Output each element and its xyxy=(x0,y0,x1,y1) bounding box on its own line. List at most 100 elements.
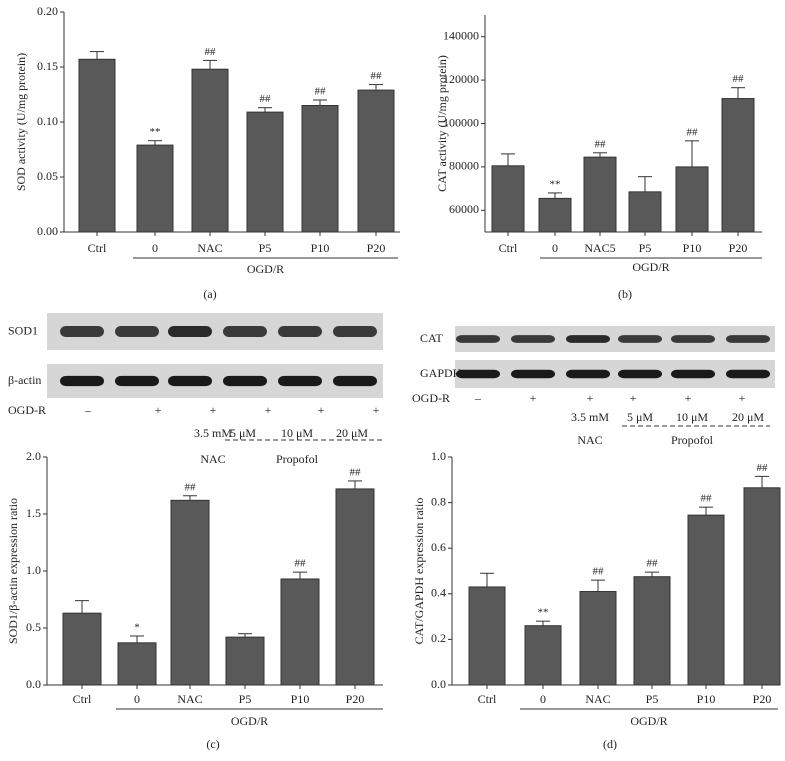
y-tick-label: 0.00 xyxy=(37,224,58,238)
y-tick-label: 100000 xyxy=(443,115,479,129)
bar xyxy=(579,591,617,686)
significance-mark: ** xyxy=(538,607,549,619)
x-tick-label: P10 xyxy=(291,692,310,706)
y-tick-label: 0.15 xyxy=(37,59,58,73)
y-tick-label: 0.05 xyxy=(37,169,58,183)
x-tick-label: 0 xyxy=(134,692,140,706)
x-tick-label: NAC xyxy=(177,692,202,706)
y-axis-label: SOD activity (U/mg protein) xyxy=(14,53,28,191)
y-tick-label: 120000 xyxy=(443,72,479,86)
bar xyxy=(687,514,725,686)
blot-band xyxy=(223,325,267,338)
blot-band xyxy=(278,375,322,387)
blot-band xyxy=(456,335,500,343)
x-tick-label: P5 xyxy=(239,692,252,706)
treatment-sign: + xyxy=(373,403,380,417)
y-tick-label: 0.6 xyxy=(431,540,446,554)
treatment-label: OGD-R xyxy=(412,391,450,405)
x-tick-label: Ctrl xyxy=(88,241,107,255)
x-tick-label: P5 xyxy=(259,241,272,255)
group-name: Propofol xyxy=(276,452,319,466)
significance-mark: ## xyxy=(205,46,217,58)
blot-band xyxy=(168,325,212,338)
y-tick-label: 0.0 xyxy=(26,677,41,691)
x-tick-label: P10 xyxy=(311,241,330,255)
treatment-sign: + xyxy=(318,403,325,417)
y-tick-label: 1.5 xyxy=(26,506,41,520)
y-axis-label: CAT/GAPDH expression ratio xyxy=(412,498,426,645)
y-tick-label: 140000 xyxy=(443,28,479,42)
bar xyxy=(743,487,781,686)
panel-label: (b) xyxy=(618,287,632,301)
treatment-sign: + xyxy=(210,403,217,417)
x-tick-label: P5 xyxy=(639,241,652,255)
y-tick-label: 0.20 xyxy=(37,4,58,18)
y-tick-label: 1.0 xyxy=(431,449,446,463)
x-tick-label: 0 xyxy=(552,241,558,255)
x-tick-label: NAC5 xyxy=(584,241,615,255)
treatment-sign: – xyxy=(84,403,92,417)
blot-band xyxy=(671,335,715,343)
blot-band xyxy=(511,369,555,379)
y-tick-label: 0.0 xyxy=(431,677,446,691)
y-tick-label: 0.5 xyxy=(26,620,41,634)
significance-mark: ## xyxy=(701,493,713,505)
panel-label: (a) xyxy=(203,287,216,301)
treatment-sign: + xyxy=(265,403,272,417)
bar xyxy=(675,166,709,233)
blot-band xyxy=(115,375,159,387)
x-tick-label: 0 xyxy=(152,241,158,255)
bar xyxy=(170,499,210,686)
bar xyxy=(491,165,525,233)
dose-label: 10 μM xyxy=(676,410,708,424)
y-axis-label: CAT activity (U/mg protein) xyxy=(435,55,449,192)
bar xyxy=(468,586,506,686)
blot-strip xyxy=(455,326,775,352)
group-label: OGD/R xyxy=(630,714,667,728)
y-tick-label: 0.10 xyxy=(37,114,58,128)
y-tick-label: 2.0 xyxy=(26,449,41,463)
y-tick-label: 0.8 xyxy=(431,494,446,508)
y-tick-label: 0.4 xyxy=(431,586,446,600)
y-tick-label: 60000 xyxy=(449,202,479,216)
bar xyxy=(191,68,229,233)
bar xyxy=(357,89,395,233)
group-name: NAC xyxy=(200,452,225,466)
dose-label: 10 μM xyxy=(281,426,313,440)
significance-mark: ## xyxy=(593,566,605,578)
panel-label: (d) xyxy=(603,737,617,751)
x-tick-label: P20 xyxy=(346,692,365,706)
bar xyxy=(524,625,562,686)
bar xyxy=(78,58,116,233)
x-tick-label: Ctrl xyxy=(73,692,92,706)
treatment-label: OGD-R xyxy=(8,403,46,417)
significance-mark: ## xyxy=(687,126,699,138)
significance-mark: ## xyxy=(647,558,659,570)
group-name: NAC xyxy=(577,433,602,447)
y-tick-label: 80000 xyxy=(449,159,479,173)
blot-band xyxy=(333,325,377,338)
y-tick-label: 1.0 xyxy=(26,563,41,577)
x-tick-label: P10 xyxy=(683,241,702,255)
bar xyxy=(225,636,265,686)
bar xyxy=(633,576,671,686)
significance-mark: ## xyxy=(315,86,327,98)
dose-label: 3.5 mM xyxy=(571,410,609,424)
bar xyxy=(136,144,174,233)
x-tick-label: NAC xyxy=(197,241,222,255)
bar xyxy=(538,197,572,233)
treatment-sign: – xyxy=(474,391,482,405)
significance-mark: ## xyxy=(371,70,383,82)
blot-band xyxy=(726,335,770,343)
blot-row-label: SOD1 xyxy=(8,323,38,337)
bar xyxy=(246,111,284,233)
significance-mark: ## xyxy=(595,138,607,150)
blot-band xyxy=(618,369,662,379)
bar xyxy=(280,578,320,686)
blot-band xyxy=(223,375,267,387)
bar xyxy=(335,488,375,686)
y-axis-label: SOD1/β-actin expression ratio xyxy=(6,498,20,644)
blot-band xyxy=(60,325,104,338)
blot-band xyxy=(60,375,104,387)
treatment-sign: + xyxy=(630,391,637,405)
